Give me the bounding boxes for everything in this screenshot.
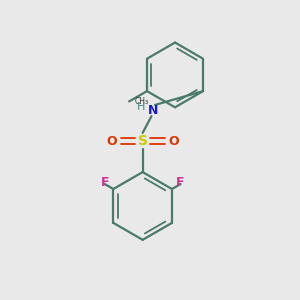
Text: CH₃: CH₃ (134, 97, 148, 106)
Text: O: O (168, 135, 179, 148)
Text: S: S (138, 134, 148, 148)
Text: O: O (106, 135, 117, 148)
Text: F: F (176, 176, 184, 189)
Text: H: H (136, 102, 145, 112)
Text: N: N (148, 104, 158, 117)
Text: F: F (101, 176, 110, 189)
